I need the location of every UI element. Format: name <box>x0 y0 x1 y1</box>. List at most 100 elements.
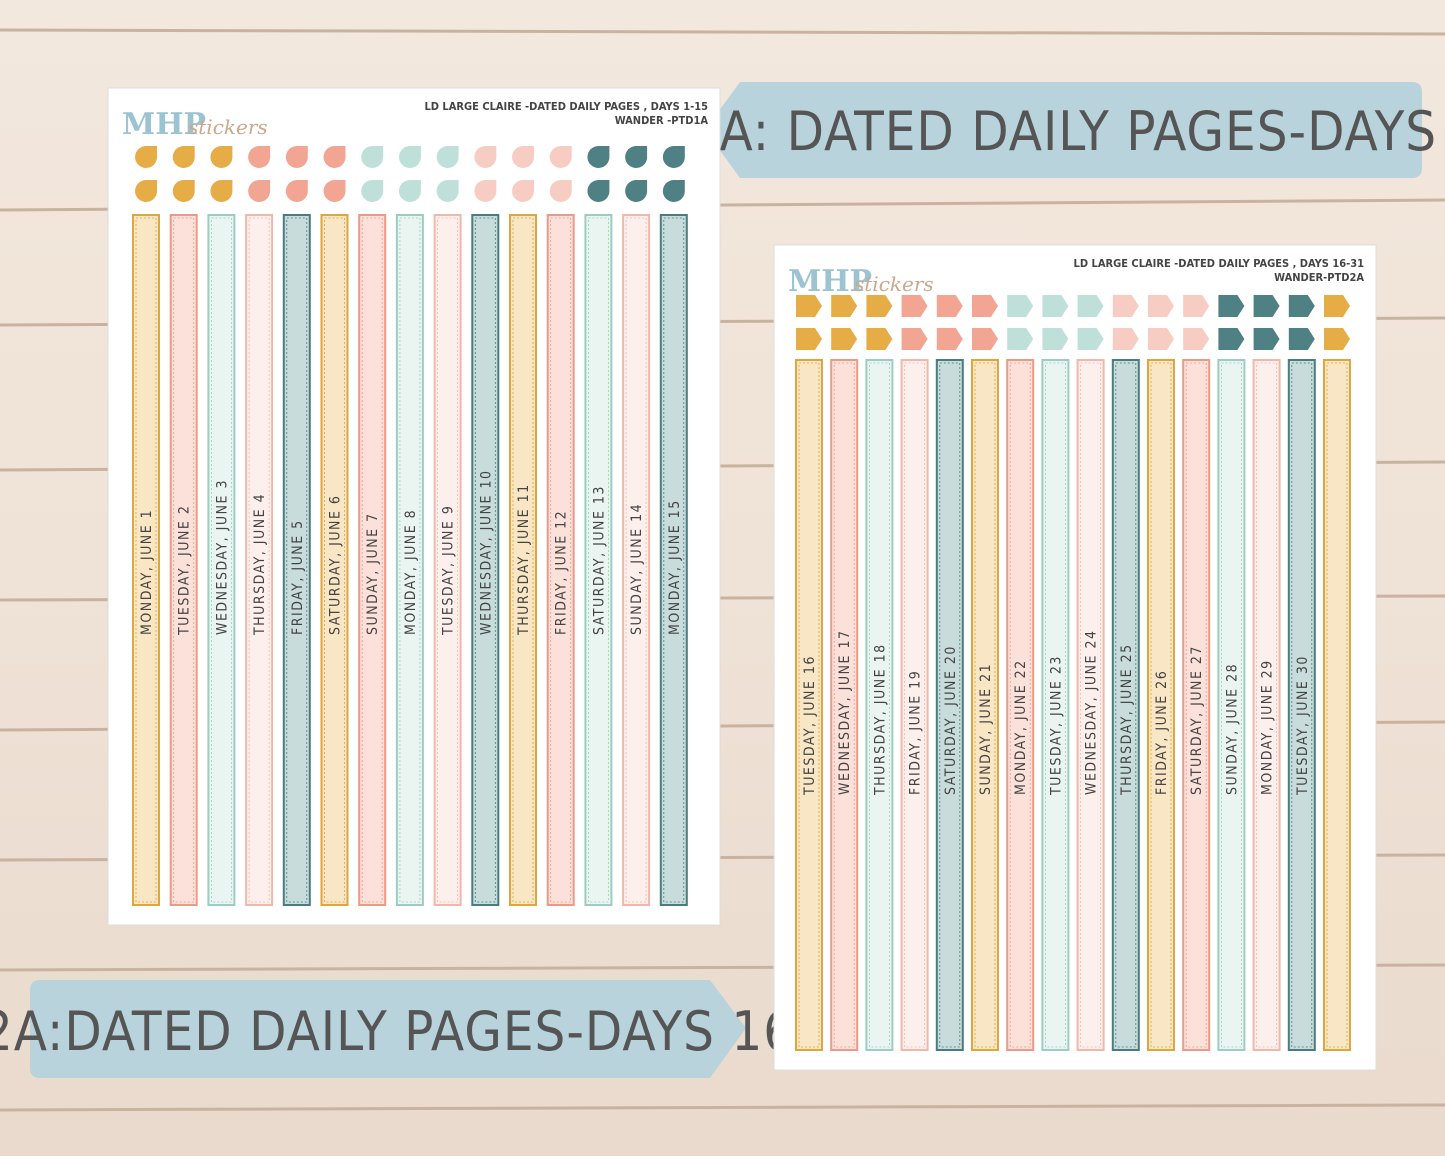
drop-icon <box>172 180 195 202</box>
flag-icon <box>796 295 822 317</box>
strip-label: THURSDAY, JUNE 4 <box>252 493 268 636</box>
logo-main: MHP <box>122 107 206 142</box>
logo-script: stickers <box>854 272 934 296</box>
drop-icon <box>625 180 648 202</box>
sheet-title: LD LARGE CLAIRE -DATED DAILY PAGES , DAY… <box>424 100 708 113</box>
strip-label: MONDAY, JUNE 1 <box>139 509 155 635</box>
drop-icon <box>474 180 497 202</box>
strip-stitch <box>1221 362 1242 1048</box>
sticker-strip <box>935 359 964 1051</box>
banner-shape <box>30 980 746 1078</box>
strip-stitch <box>939 362 961 1048</box>
strip-label: TUESDAY, JUNE 30 <box>1295 655 1311 796</box>
strip-stitch <box>361 217 383 903</box>
flag-icon <box>866 328 893 350</box>
sticker-strip <box>358 214 387 906</box>
strip-stitch <box>1080 362 1101 1048</box>
flag-icon <box>1288 295 1315 317</box>
strip-label: THURSDAY, JUNE 18 <box>872 643 888 796</box>
flag-icon <box>831 328 858 350</box>
strip-stitch <box>399 217 421 903</box>
sticker-strip <box>132 214 160 906</box>
sticker-strip <box>471 214 500 906</box>
strip-stitch <box>974 362 996 1048</box>
flag-icon <box>1218 328 1245 350</box>
strip-label: MONDAY, JUNE 15 <box>667 499 683 635</box>
strip-stitch <box>1256 362 1277 1048</box>
drop-icon <box>361 180 384 202</box>
strip-stitch <box>286 217 308 903</box>
drop-icon <box>512 180 534 202</box>
strip-label: MONDAY, JUNE 8 <box>403 509 419 635</box>
strip-stitch <box>625 217 647 903</box>
strip-label: WEDNESDAY, JUNE 10 <box>478 470 494 636</box>
drop-icon <box>210 180 233 202</box>
sticker-strip <box>830 359 859 1051</box>
strip-stitch <box>904 362 925 1048</box>
strip-stitch <box>1185 362 1207 1048</box>
strip-stitch <box>798 362 820 1048</box>
sticker-strip <box>546 214 575 906</box>
sticker-strip <box>1041 359 1070 1051</box>
drop-icon <box>135 180 157 202</box>
flag-icon <box>1042 328 1069 350</box>
flag-icon <box>866 295 893 317</box>
sticker-strip <box>1217 359 1246 1051</box>
drop-icon <box>210 146 233 168</box>
strip-label: MONDAY, JUNE 29 <box>1260 659 1276 795</box>
sticker-strip <box>169 214 198 906</box>
flag-icon <box>1253 328 1280 350</box>
strip-stitch <box>663 217 685 903</box>
sticker-strip <box>245 214 274 906</box>
strip-label: FRIDAY, JUNE 19 <box>908 670 924 795</box>
drop-icon <box>285 146 308 168</box>
strip-label: FRIDAY, JUNE 26 <box>1154 670 1170 795</box>
sticker-strip <box>584 214 613 906</box>
flag-icon <box>1148 295 1174 317</box>
drop-icon <box>662 180 685 202</box>
sheet-title: WANDER-PTD2A <box>1274 271 1364 284</box>
strip-stitch <box>833 362 855 1048</box>
strip-label: SUNDAY, JUNE 28 <box>1224 663 1240 795</box>
sticker-strip <box>1182 359 1211 1051</box>
logo-script: stickers <box>188 115 268 139</box>
strip-stitch <box>1115 362 1137 1048</box>
sticker-strip <box>395 214 424 906</box>
strip-label: TUESDAY, JUNE 2 <box>177 505 193 636</box>
sheet-title: LD LARGE CLAIRE -DATED DAILY PAGES , DAY… <box>1074 257 1365 270</box>
sticker-strip <box>971 359 999 1051</box>
flag-icon <box>936 328 963 350</box>
strip-label: SATURDAY, JUNE 27 <box>1189 645 1205 795</box>
flag-icon <box>1324 328 1350 350</box>
drop-icon <box>248 146 271 168</box>
strip-label: THURSDAY, JUNE 25 <box>1119 643 1135 796</box>
strip-label: SUNDAY, JUNE 14 <box>629 503 645 635</box>
sticker-strip <box>1147 359 1175 1051</box>
strip-stitch <box>1009 362 1031 1048</box>
drop-icon <box>398 146 421 168</box>
flag-icon <box>1042 295 1069 317</box>
drop-icon <box>135 146 157 168</box>
sticker-strip <box>622 214 651 906</box>
drop-icon <box>587 180 610 202</box>
strip-label: SUNDAY, JUNE 7 <box>365 512 381 635</box>
drop-icon <box>549 146 572 168</box>
banner-text: PTD1A: DATED DAILY PAGES-DAYS 1-15 <box>588 100 1445 163</box>
sticker-strip <box>1111 359 1140 1051</box>
strip-label: TUESDAY, JUNE 9 <box>441 505 457 636</box>
drop-icon <box>361 146 384 168</box>
flag-icon <box>1324 295 1350 317</box>
sticker-strip <box>1006 359 1035 1051</box>
flag-icon <box>831 295 858 317</box>
strip-label: SATURDAY, JUNE 13 <box>591 485 607 635</box>
strip-label: TUESDAY, JUNE 16 <box>802 655 818 796</box>
strip-stitch <box>550 217 572 903</box>
sticker-strip <box>1252 359 1281 1051</box>
flag-icon <box>1218 295 1245 317</box>
drop-icon <box>323 146 346 168</box>
flag-icon <box>1077 295 1104 317</box>
sticker-strip <box>900 359 929 1051</box>
flag-icon <box>796 328 822 350</box>
